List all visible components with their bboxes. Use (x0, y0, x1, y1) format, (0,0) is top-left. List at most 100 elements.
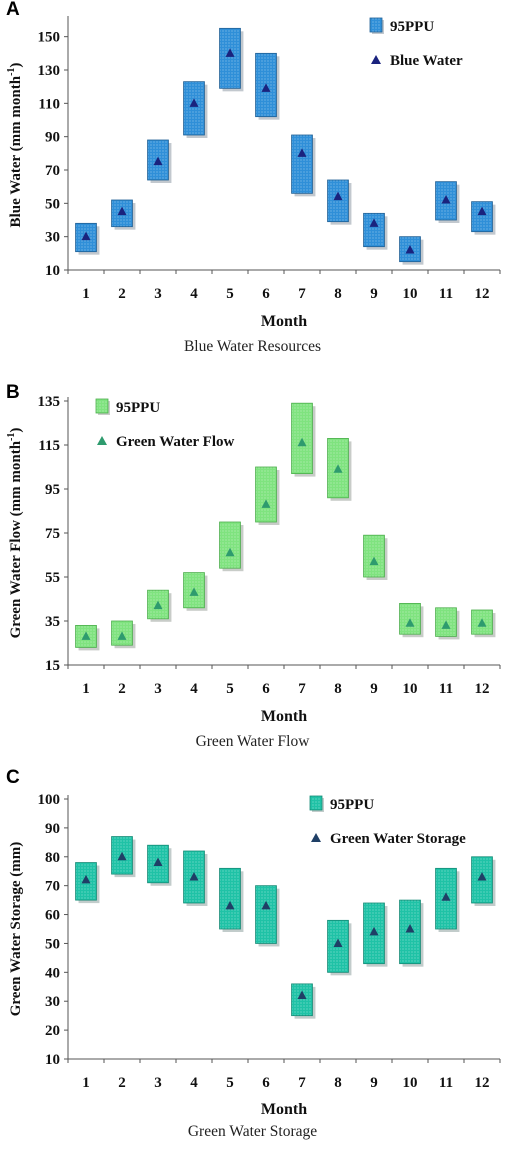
y-tick-label: 35 (45, 614, 60, 630)
data-marker (225, 48, 235, 57)
x-tick-label: 4 (190, 681, 198, 697)
data-marker (297, 148, 307, 157)
y-axis-title: Green Water Flow (mm month-1) (6, 428, 24, 639)
y-tick-label: 30 (45, 994, 60, 1010)
x-tick-label: 4 (190, 286, 198, 302)
x-tick-label: 10 (403, 286, 418, 302)
data-marker (189, 872, 199, 881)
y-tick-label: 100 (38, 792, 61, 808)
data-marker (477, 872, 487, 881)
x-tick-label: 1 (82, 286, 90, 302)
data-marker (369, 218, 379, 227)
data-marker (81, 874, 91, 884)
y-tick-label: 20 (45, 1023, 60, 1039)
legend-marker-swatch (311, 833, 321, 842)
x-tick-label: 12 (475, 1075, 490, 1091)
x-tick-label: 3 (154, 1075, 162, 1091)
x-tick-label: 6 (262, 1075, 270, 1091)
y-axis-title: Blue Water (mm month-1) (6, 63, 24, 228)
data-marker (297, 437, 307, 447)
data-marker (369, 926, 379, 936)
y-tick-label: 10 (45, 1052, 60, 1068)
x-tick-label: 5 (226, 681, 234, 697)
y-tick-label: 15 (45, 658, 60, 674)
y-tick-label: 90 (45, 821, 60, 837)
y-tick-label: 115 (38, 438, 60, 454)
y-tick-label: 95 (45, 482, 60, 498)
x-tick-label: 2 (118, 681, 126, 697)
legend-marker-swatch (97, 436, 107, 445)
legend-box-swatch (95, 398, 109, 414)
x-tick-label: 8 (334, 681, 342, 697)
y-tick-label: 80 (45, 850, 60, 866)
x-tick-label: 5 (226, 1075, 234, 1091)
y-tick-label: 50 (45, 936, 60, 952)
data-marker (189, 98, 199, 107)
y-tick-label: 70 (45, 163, 60, 179)
data-marker (333, 191, 343, 201)
legend-marker-swatch (371, 55, 381, 64)
x-tick-label: 1 (82, 681, 90, 697)
chart-caption: Green Water Storage (187, 1123, 318, 1140)
data-marker (477, 618, 487, 627)
x-axis-title: Month (261, 708, 307, 725)
x-tick-label: 11 (439, 286, 453, 302)
legend-label: 95PPU (390, 19, 434, 35)
x-tick-label: 1 (82, 1075, 90, 1091)
x-axis-title: Month (261, 1101, 307, 1118)
data-marker (441, 620, 451, 629)
x-tick-label: 10 (403, 681, 418, 697)
x-tick-label: 12 (475, 286, 490, 302)
x-tick-label: 6 (262, 681, 270, 697)
x-tick-label: 5 (226, 286, 234, 302)
data-marker (405, 618, 415, 627)
range-box (219, 27, 241, 89)
x-tick-label: 12 (475, 681, 490, 697)
data-marker (81, 631, 91, 640)
chart-panel-b: B 15 35 55 75 95 115 135 1 2 3 4 5 6 7 8 9 10 11 12 Month Gr… (0, 383, 505, 768)
y-tick-label: 10 (45, 263, 60, 279)
legend-label: Green Water Flow (116, 434, 234, 450)
range-box (363, 534, 385, 578)
data-marker (261, 900, 271, 910)
legend-label: 95PPU (116, 400, 160, 416)
panel-label: B (6, 382, 20, 403)
data-marker (225, 900, 235, 910)
y-tick-label: 50 (45, 196, 60, 212)
x-tick-label: 6 (262, 286, 270, 302)
range-box (219, 867, 241, 930)
y-tick-label: 55 (45, 570, 60, 586)
y-tick-label: 130 (38, 63, 61, 79)
x-tick-label: 7 (298, 1075, 306, 1091)
chart-panel-c: C 10 20 30 40 50 60 70 80 90 100 1 2 3 4 5 6 7 8 9 10 11 12 Mo… (0, 768, 505, 1149)
data-marker (153, 156, 163, 166)
range-box (255, 466, 277, 523)
legend-box-swatch (309, 795, 323, 811)
data-marker (477, 206, 487, 216)
panel-label: A (6, 0, 20, 20)
y-axis-title: Green Water Storage (mm) (8, 842, 24, 1017)
data-marker (297, 990, 307, 999)
y-tick-label: 30 (45, 230, 60, 246)
range-box (327, 179, 349, 223)
y-tick-label: 40 (45, 965, 60, 981)
legend-label: Blue Water (390, 53, 463, 69)
data-marker (225, 547, 235, 557)
y-tick-label: 60 (45, 908, 60, 924)
x-tick-label: 9 (370, 1075, 378, 1091)
range-box (363, 212, 385, 248)
data-marker (261, 83, 271, 92)
chart-caption: Blue Water Resources (183, 338, 322, 355)
y-tick-label: 150 (38, 30, 61, 46)
range-box (183, 81, 205, 136)
data-marker (369, 556, 379, 566)
y-tick-label: 135 (38, 394, 61, 410)
data-marker (333, 464, 343, 473)
data-marker (117, 206, 127, 216)
range-box (471, 201, 493, 233)
data-marker (153, 857, 163, 867)
data-marker (117, 851, 127, 861)
